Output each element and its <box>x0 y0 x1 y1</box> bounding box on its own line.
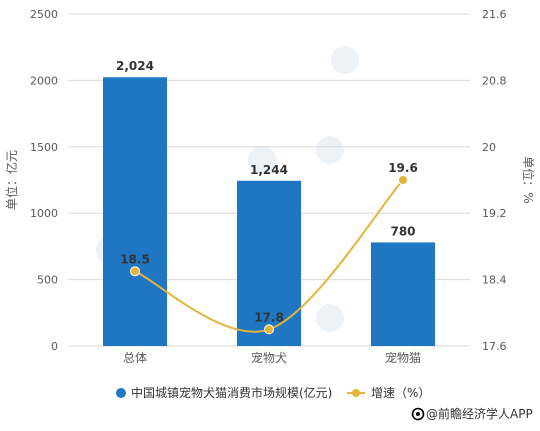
legend: 中国城镇宠物犬猫消费市场规模(亿元) 增速（%） <box>116 385 430 400</box>
growth-value-label: 17.8 <box>254 310 284 324</box>
legend-bar-swatch <box>116 388 126 398</box>
bar-value-label: 1,244 <box>250 163 288 177</box>
right-tick-label: 20.8 <box>482 74 507 87</box>
right-tick-label: 17.6 <box>482 340 507 353</box>
left-tick-label: 2500 <box>30 8 58 21</box>
left-axis-ticks: 0 500 1000 1500 2000 2500 <box>30 8 58 353</box>
bar <box>371 242 435 346</box>
legend-line-marker <box>352 389 360 397</box>
right-axis-title: 单位：% <box>521 156 536 203</box>
category-labels: 总体 宠物犬 宠物猫 <box>123 350 421 365</box>
category-label: 宠物猫 <box>385 350 421 365</box>
bar <box>237 180 301 346</box>
left-tick-label: 1500 <box>30 141 58 154</box>
bar-value-label: 780 <box>390 224 415 238</box>
right-tick-label: 20 <box>482 141 496 154</box>
bar-value-label: 2,024 <box>116 59 154 73</box>
left-tick-label: 0 <box>51 340 58 353</box>
left-axis-title: 单位：亿元 <box>4 150 19 210</box>
bar <box>103 77 167 346</box>
bars: 2,024 1,244 780 <box>103 59 435 346</box>
right-tick-label: 18.4 <box>482 274 507 287</box>
category-label: 总体 <box>123 351 147 365</box>
growth-point <box>130 266 140 277</box>
right-axis-ticks: 17.6 18.4 19.2 20 20.8 21.6 <box>482 8 507 353</box>
growth-point <box>264 324 274 335</box>
left-tick-label: 500 <box>37 274 58 287</box>
brand-logo-icon <box>411 407 425 421</box>
right-tick-label: 19.2 <box>482 207 507 220</box>
source: @前瞻经济学人APP <box>411 406 533 421</box>
legend-bar-label: 中国城镇宠物犬猫消费市场规模(亿元) <box>131 385 332 400</box>
growth-point <box>398 175 408 185</box>
category-label: 宠物犬 <box>251 350 287 365</box>
right-tick-label: 21.6 <box>482 8 507 21</box>
legend-line-label: 增速（%） <box>371 386 430 400</box>
left-tick-label: 2000 <box>30 74 58 87</box>
source-text: @前瞻经济学人APP <box>426 406 533 421</box>
left-tick-label: 1000 <box>30 207 58 220</box>
growth-value-label: 18.5 <box>120 252 150 266</box>
growth-value-label: 19.6 <box>388 161 418 175</box>
growth-line-series: 18.5 17.8 19.6 <box>120 161 418 335</box>
